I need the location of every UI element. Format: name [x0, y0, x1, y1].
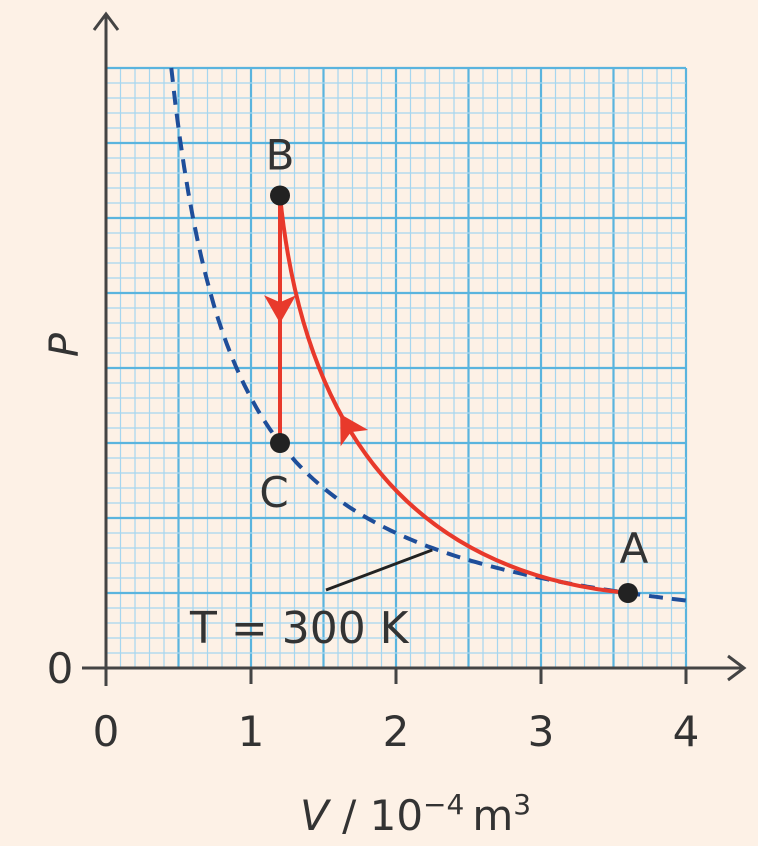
axes: 0 1 2 3 4 0	[47, 11, 747, 756]
x-axis-label: V / 10−4 m3	[300, 788, 531, 840]
x-axis-label-slash: /	[329, 791, 370, 840]
points-layer: A B C	[259, 131, 649, 603]
x-tick-label: 1	[238, 707, 265, 756]
x-axis-label-var: V	[300, 791, 332, 840]
x-tick-label: 0	[93, 707, 120, 756]
isotherm-leader-line	[325, 548, 433, 592]
point-label-b: B	[266, 131, 295, 180]
x-tick-label: 2	[383, 707, 410, 756]
point-c	[270, 433, 290, 453]
point-a	[618, 583, 638, 603]
x-axis-label-unit: 10	[370, 791, 423, 840]
process-layer	[264, 195, 629, 595]
process-a-to-b	[278, 195, 629, 595]
arrow-a-to-b	[340, 414, 369, 447]
point-label-c: C	[259, 468, 288, 517]
x-tick-label: 3	[528, 707, 555, 756]
y-axis-label: P	[42, 332, 88, 357]
grid	[104, 66, 688, 670]
x-axis-label-exp2: 3	[513, 788, 531, 821]
point-label-a: A	[620, 524, 649, 573]
y-axis-arrow	[92, 11, 120, 31]
y-tick-label: 0	[47, 644, 74, 693]
x-axis-label-unit2: m	[472, 791, 513, 840]
isotherm-layer	[169, 67, 687, 603]
x-axis-label-exp: −4	[423, 788, 464, 821]
isotherm-curve	[169, 67, 687, 603]
labels-layer: T = 300 K P V / 10−4 m3	[42, 332, 531, 840]
arrow-b-to-c	[264, 295, 296, 324]
isotherm-label: T = 300 K	[189, 603, 410, 654]
x-tick-label: 4	[673, 707, 700, 756]
point-b	[270, 185, 290, 206]
x-axis-arrow	[727, 654, 747, 682]
